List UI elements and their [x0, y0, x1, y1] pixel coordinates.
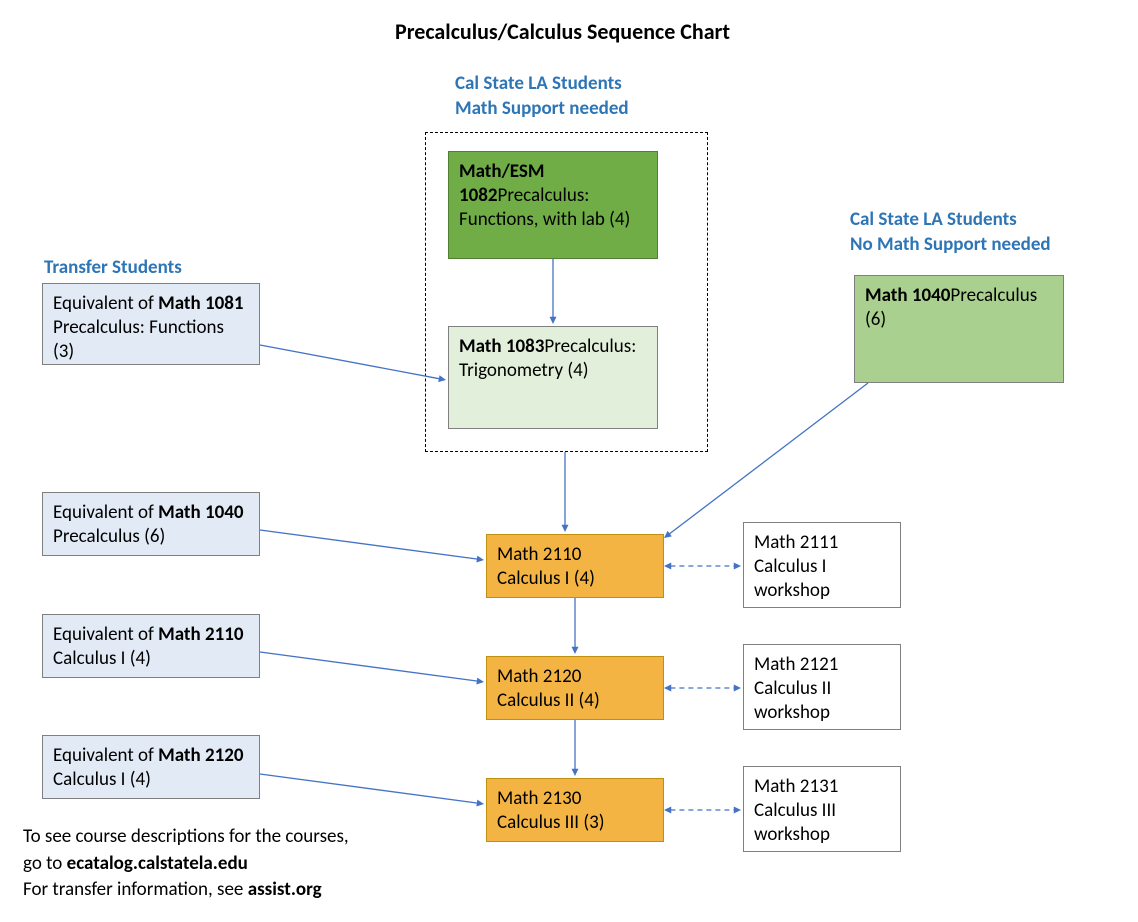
node-math-1082: Math/ESM 1082Precalculus: Functions, wit… — [448, 151, 658, 259]
heading-nosupport: Cal State LA StudentsNo Math Support nee… — [850, 208, 1051, 257]
heading-support: Cal State LA StudentsMath Support needed — [455, 72, 629, 121]
node-transfer-1040: Equivalent of Math 1040 Precalculus (6) — [42, 492, 260, 556]
node-transfer-2110: Equivalent of Math 2110 Calculus I (4) — [42, 614, 260, 678]
node-math-1083: Math 1083Precalculus: Trigonometry (4) — [448, 326, 658, 429]
heading-transfer: Transfer Students — [44, 256, 182, 281]
chart-title: Precalculus/Calculus Sequence Chart — [395, 18, 730, 45]
node-math-2130: Math 2130Calculus III (3) — [486, 778, 664, 842]
node-math-2120: Math 2120Calculus II (4) — [486, 656, 664, 720]
node-transfer-1081: Equivalent of Math 1081 Precalculus: Fun… — [42, 283, 260, 365]
node-workshop-2121: Math 2121Calculus II workshop — [743, 644, 901, 730]
footer-text: To see course descriptions for the cours… — [23, 824, 349, 904]
node-transfer-2120: Equivalent of Math 2120 Calculus I (4) — [42, 735, 260, 799]
node-workshop-2111: Math 2111Calculus I workshop — [743, 522, 901, 608]
node-workshop-2131: Math 2131Calculus III workshop — [743, 766, 901, 852]
node-math-2110: Math 2110Calculus I (4) — [486, 534, 664, 598]
node-math-1040: Math 1040Precalculus (6) — [854, 275, 1064, 383]
